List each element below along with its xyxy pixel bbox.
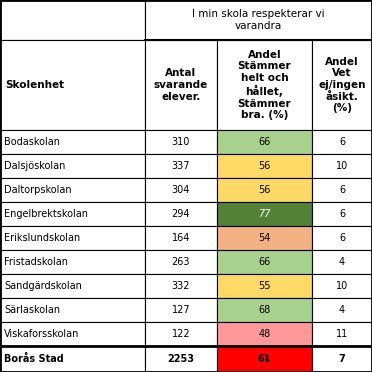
Text: Dalsjöskolan: Dalsjöskolan [4, 161, 65, 171]
Bar [145, 226, 217, 250]
Text: Antal
svarande
elever.: Antal svarande elever. [154, 68, 208, 102]
Bar [217, 178, 312, 202]
Text: 66: 66 [259, 137, 270, 147]
Text: 122: 122 [172, 329, 190, 339]
Text: Erikslundskolan: Erikslundskolan [4, 233, 80, 243]
Bar [217, 322, 312, 346]
Text: 10: 10 [336, 281, 348, 291]
Text: 11: 11 [336, 329, 348, 339]
Text: 4: 4 [339, 305, 345, 315]
Text: Sandgärdskolan: Sandgärdskolan [4, 281, 82, 291]
Bar [145, 250, 217, 274]
Bar [312, 298, 372, 322]
Text: 61: 61 [258, 354, 271, 364]
Text: 6: 6 [339, 209, 345, 219]
Bar [0, 154, 145, 178]
Bar [145, 0, 372, 40]
Bar [312, 274, 372, 298]
Bar [0, 274, 145, 298]
Bar [217, 346, 312, 372]
Bar [312, 250, 372, 274]
Bar [0, 0, 145, 40]
Bar [145, 178, 217, 202]
Text: Andel
Stämmer
helt och
hållet,
Stämmer
bra. (%): Andel Stämmer helt och hållet, Stämmer b… [238, 50, 291, 120]
Text: 332: 332 [172, 281, 190, 291]
Text: 304: 304 [172, 185, 190, 195]
Text: 263: 263 [172, 257, 190, 267]
Bar [0, 298, 145, 322]
Text: Engelbrektskolan: Engelbrektskolan [4, 209, 88, 219]
Text: Fristadskolan: Fristadskolan [4, 257, 68, 267]
Bar [312, 154, 372, 178]
Text: 66: 66 [259, 257, 270, 267]
Bar [217, 274, 312, 298]
Bar [312, 322, 372, 346]
Bar [145, 130, 217, 154]
Text: 127: 127 [172, 305, 190, 315]
Bar [312, 130, 372, 154]
Bar [145, 274, 217, 298]
Text: 54: 54 [258, 233, 271, 243]
Bar [217, 250, 312, 274]
Text: Särlaskolan: Särlaskolan [4, 305, 60, 315]
Text: Borås Stad: Borås Stad [4, 354, 64, 364]
Bar [0, 250, 145, 274]
Bar [217, 154, 312, 178]
Bar [0, 322, 145, 346]
Text: 68: 68 [259, 305, 270, 315]
Bar [312, 346, 372, 372]
Text: Daltorpskolan: Daltorpskolan [4, 185, 72, 195]
Text: 10: 10 [336, 161, 348, 171]
Text: 56: 56 [258, 185, 271, 195]
Bar [0, 226, 145, 250]
Text: 4: 4 [339, 257, 345, 267]
Text: Skolenhet: Skolenhet [5, 80, 64, 90]
Text: 2253: 2253 [167, 354, 195, 364]
Bar [217, 226, 312, 250]
Bar [217, 298, 312, 322]
Bar [312, 40, 372, 130]
Text: Andel
Vet
ej/ingen
åsikt.
(%): Andel Vet ej/ingen åsikt. (%) [318, 57, 366, 113]
Bar [217, 40, 312, 130]
Bar [145, 40, 217, 130]
Bar [145, 202, 217, 226]
Text: Viskaforsskolan: Viskaforsskolan [4, 329, 79, 339]
Text: 48: 48 [259, 329, 270, 339]
Text: 310: 310 [172, 137, 190, 147]
Bar [145, 322, 217, 346]
Text: 6: 6 [339, 233, 345, 243]
Bar [145, 346, 217, 372]
Text: 6: 6 [339, 137, 345, 147]
Text: I min skola respekterar vi
varandra: I min skola respekterar vi varandra [192, 9, 325, 31]
Bar [0, 40, 145, 130]
Bar [0, 202, 145, 226]
Bar [0, 130, 145, 154]
Text: 77: 77 [258, 209, 271, 219]
Bar [145, 154, 217, 178]
Bar [312, 202, 372, 226]
Bar [217, 130, 312, 154]
Text: 55: 55 [258, 281, 271, 291]
Text: 294: 294 [172, 209, 190, 219]
Bar [145, 298, 217, 322]
Text: 6: 6 [339, 185, 345, 195]
Text: 337: 337 [172, 161, 190, 171]
Text: Bodaskolan: Bodaskolan [4, 137, 60, 147]
Bar [0, 346, 145, 372]
Text: 56: 56 [258, 161, 271, 171]
Text: 7: 7 [339, 354, 345, 364]
Bar [0, 178, 145, 202]
Bar [312, 178, 372, 202]
Text: 164: 164 [172, 233, 190, 243]
Bar [217, 202, 312, 226]
Bar [312, 226, 372, 250]
